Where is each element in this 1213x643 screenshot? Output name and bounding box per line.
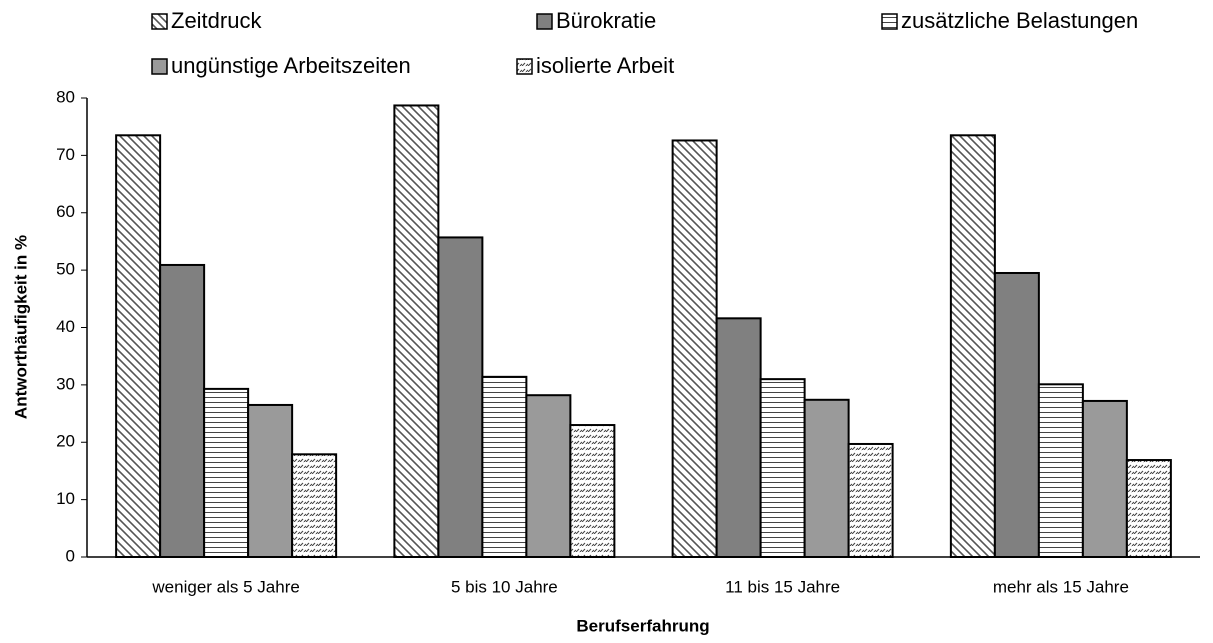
bar xyxy=(803,398,850,559)
y-tick-label: 60 xyxy=(56,202,75,221)
bar xyxy=(759,378,806,559)
y-tick-label: 80 xyxy=(56,87,75,106)
y-tick-label: 20 xyxy=(56,432,75,451)
legend-swatch xyxy=(151,13,168,30)
x-tick-label: 11 bis 15 Jahre xyxy=(725,577,840,596)
legend-label: Bürokratie xyxy=(556,8,656,33)
y-tick-label: 40 xyxy=(56,317,75,336)
bar xyxy=(847,442,894,558)
y-tick-label: 0 xyxy=(66,546,75,565)
bar xyxy=(1081,399,1128,558)
bar xyxy=(1125,459,1172,559)
bar xyxy=(437,236,484,558)
bar xyxy=(993,271,1040,558)
legend-label: isolierte Arbeit xyxy=(536,53,674,78)
bar xyxy=(671,139,718,559)
legend-label: ungünstige Arbeitszeiten xyxy=(171,53,411,78)
legend-swatch xyxy=(881,13,898,30)
x-tick-label: mehr als 15 Jahre xyxy=(993,577,1129,596)
legend-swatch xyxy=(516,58,533,75)
bar xyxy=(949,134,996,558)
bar xyxy=(247,403,294,558)
y-tick-label: 10 xyxy=(56,489,75,508)
y-tick-label: 70 xyxy=(56,145,75,164)
bar xyxy=(525,394,572,559)
bar xyxy=(159,263,206,558)
bar xyxy=(481,375,528,558)
legend-swatch xyxy=(536,13,553,30)
x-tick-label: 5 bis 10 Jahre xyxy=(451,577,558,596)
bar xyxy=(569,424,616,558)
bar xyxy=(291,453,338,558)
y-tick-label: 30 xyxy=(56,374,75,393)
legend-label: Zeitdruck xyxy=(171,8,262,33)
bar xyxy=(203,387,250,558)
bar xyxy=(1037,383,1084,558)
y-axis-label: Antworthäufigkeit in % xyxy=(11,235,30,419)
legend-label: zusätzliche Belastungen xyxy=(901,8,1138,33)
y-tick-label: 50 xyxy=(56,260,75,279)
x-tick-label: weniger als 5 Jahre xyxy=(151,577,299,596)
bar xyxy=(715,317,762,558)
x-axis-label: Berufserfahrung xyxy=(576,616,709,635)
bar xyxy=(115,134,162,558)
bar xyxy=(393,104,440,559)
legend-swatch xyxy=(151,58,168,75)
